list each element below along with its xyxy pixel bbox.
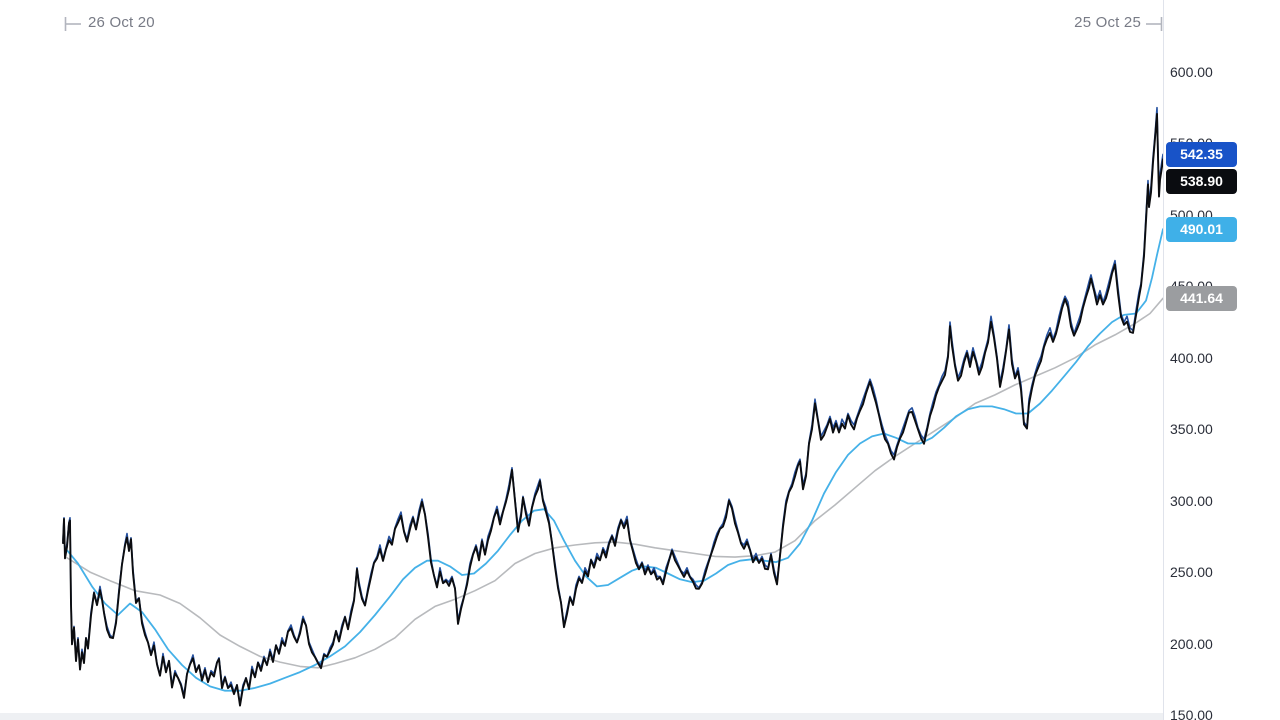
- price-axis-label: 600.00: [1170, 64, 1213, 80]
- range-start-date: 26 Oct 20: [88, 14, 155, 31]
- secondary-price-badge: 538.90: [1166, 168, 1237, 194]
- ma-fast-badge: 490.01: [1166, 216, 1237, 242]
- price-axis-label: 400.00: [1170, 349, 1213, 366]
- price-axis-label: 150.00: [1170, 707, 1213, 720]
- price-axis-label: 250.00: [1170, 564, 1213, 581]
- price-axis-label: 200.00: [1170, 635, 1213, 652]
- series-ma-slow: [66, 297, 1164, 669]
- series-price-line-black: [62, 112, 1164, 707]
- price-axis-label: 300.00: [1170, 492, 1213, 509]
- price-axis[interactable]: 600.00550.00500.00450.00400.00350.00300.…: [1164, 0, 1280, 720]
- series-ma-fast: [64, 228, 1164, 692]
- range-end-date: 25 Oct 25: [1074, 14, 1141, 31]
- ma-slow-badge: 441.64: [1166, 285, 1237, 311]
- price-axis-label: 350.00: [1170, 421, 1213, 438]
- time-axis-edge: [0, 713, 1163, 720]
- range-start-marker-icon: [64, 16, 82, 32]
- series-price-line-blue: [62, 106, 1164, 705]
- primary-price-badge: 542.35: [1166, 141, 1237, 167]
- range-end-marker-icon: [1145, 16, 1163, 32]
- price-axis-border: [1163, 0, 1164, 720]
